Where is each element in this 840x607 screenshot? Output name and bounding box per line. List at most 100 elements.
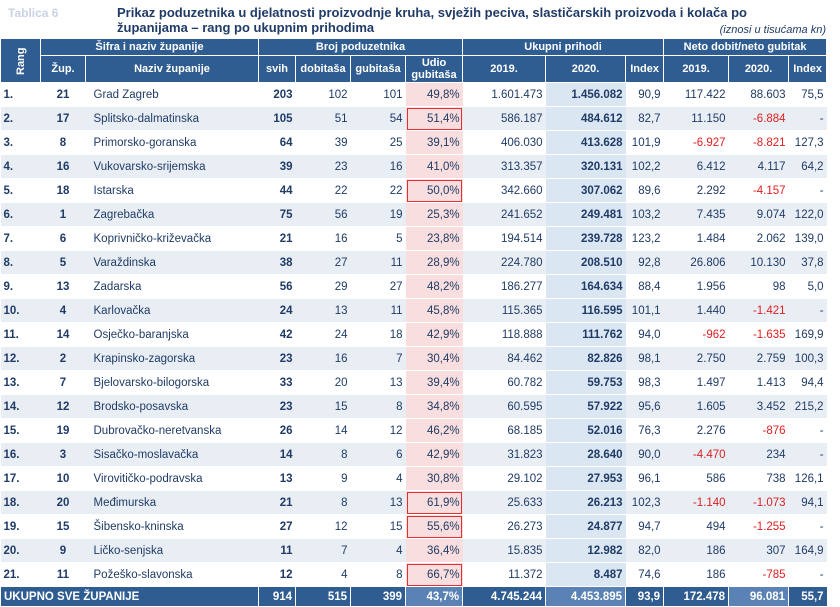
cell: 6 <box>350 442 406 467</box>
table-row: 4. 16 Vukovarsko-srijemska 39 23 16 41,0% 313.3… <box>0 154 827 179</box>
cell: 88.603 <box>728 82 789 107</box>
cell: 307 <box>728 538 789 563</box>
cell: 7 <box>295 538 351 563</box>
cell: 101 <box>350 82 406 107</box>
cell: 14. <box>0 394 41 419</box>
cell: Grad Zagreb <box>85 82 259 107</box>
cell: 39,1% <box>405 130 463 155</box>
table-row: 2. 17 Splitsko-dalmatinska 105 51 54 51,4% 586.… <box>0 106 827 131</box>
cell: 4. <box>0 154 41 179</box>
cell: 26.806 <box>663 250 729 275</box>
cell: Ličko-senjska <box>85 538 259 563</box>
cell: 60.595 <box>462 394 546 419</box>
cell: 194.514 <box>462 226 546 251</box>
cell: Brodsko-posavska <box>85 394 259 419</box>
cell: 48,2% <box>405 274 463 299</box>
cell: 94,7 <box>625 514 664 539</box>
total-cell: 399 <box>350 586 406 607</box>
cell: 28.640 <box>545 442 626 467</box>
cell: 82.826 <box>545 346 626 371</box>
table-row: 8. 5 Varaždinska 38 27 11 28,9% 224.780 208.510 9… <box>0 250 827 275</box>
cell: 8 <box>295 442 351 467</box>
cell: 3. <box>0 130 41 155</box>
cell: -4.157 <box>728 178 789 203</box>
total-cell: UKUPNO SVE ŽUPANIJE <box>0 586 259 607</box>
cell: 24.877 <box>545 514 626 539</box>
cell: 61,9% <box>405 490 463 515</box>
cell: 38 <box>258 250 296 275</box>
cell: 16 <box>350 154 406 179</box>
cell: Međimurska <box>85 490 259 515</box>
cell: 6 <box>40 226 86 251</box>
group-header: Ukupni prihodi <box>462 38 665 56</box>
cell: - <box>788 298 827 323</box>
cell: 21. <box>0 562 41 587</box>
cell: 55,6% <box>405 514 463 539</box>
cell: - <box>788 418 827 443</box>
cell: -962 <box>663 322 729 347</box>
cell: Bjelovarsko-bilogorska <box>85 370 259 395</box>
cell: 11.372 <box>462 562 546 587</box>
cell: 60.782 <box>462 370 546 395</box>
cell: 224.780 <box>462 250 546 275</box>
cell: 49,8% <box>405 82 463 107</box>
cell: 18 <box>350 322 406 347</box>
sub-header: 2020. <box>545 55 627 83</box>
total-cell: 43,7% <box>405 586 463 607</box>
sub-header: Žup. <box>40 55 86 83</box>
cell: 320.131 <box>545 154 626 179</box>
cell: 2.062 <box>728 226 789 251</box>
cell: 17 <box>40 106 86 131</box>
table-row: 19. 15 Šibensko-kninska 27 12 15 55,6% 26.273 24… <box>0 514 827 539</box>
cell: Sisačko-moslavačka <box>85 442 259 467</box>
cell: 5. <box>0 178 41 203</box>
table-row: 18. 20 Međimurska 21 8 13 61,9% 25.633 26.213 102… <box>0 490 827 515</box>
cell: -1.635 <box>728 322 789 347</box>
cell: 51 <box>295 106 351 131</box>
cell: 27 <box>295 250 351 275</box>
cell: -1.421 <box>728 298 789 323</box>
cell: 23 <box>295 154 351 179</box>
cell: 13. <box>0 370 41 395</box>
cell: 16 <box>40 154 86 179</box>
table-row: 20. 9 Ličko-senjska 11 7 4 36,4% 15.835 12.982 82… <box>0 538 827 563</box>
cell: 21 <box>40 82 86 107</box>
cell: 41,0% <box>405 154 463 179</box>
cell: 21 <box>258 226 296 251</box>
cell: - <box>788 562 827 587</box>
cell: 36,4% <box>405 538 463 563</box>
cell: 25,3% <box>405 202 463 227</box>
cell: 11. <box>0 322 41 347</box>
cell: -785 <box>728 562 789 587</box>
sub-header: Udio gubitaša <box>405 55 464 83</box>
cell: 186 <box>663 538 729 563</box>
cell: 586.187 <box>462 106 546 131</box>
cell: 84.462 <box>462 346 546 371</box>
cell: 11 <box>350 298 406 323</box>
total-cell: 93,9 <box>625 586 664 607</box>
cell: 8 <box>295 490 351 515</box>
total-cell: 4.453.895 <box>545 586 626 607</box>
sub-header: Naziv županije <box>84 55 260 83</box>
cell: Virovitičko-podravska <box>85 466 259 491</box>
table-tag: Tablica 6 <box>8 6 59 20</box>
cell: 105 <box>258 106 296 131</box>
cell: 4 <box>350 466 406 491</box>
cell: 89,6 <box>625 178 664 203</box>
cell: 208.510 <box>545 250 626 275</box>
table-row: 5. 18 Istarska 44 22 22 50,0% 342.660 307.062 89,… <box>0 178 827 203</box>
cell: 241.652 <box>462 202 546 227</box>
cell: 9. <box>0 274 41 299</box>
cell: 19. <box>0 514 41 539</box>
cell: 94,1 <box>788 490 827 515</box>
cell: 164.634 <box>545 274 626 299</box>
cell: -1.073 <box>728 490 789 515</box>
table-row: 21. 11 Požeško-slavonska 12 4 8 66,7% 11.372 8.4… <box>0 562 827 587</box>
cell: Osječko-baranjska <box>85 322 259 347</box>
sub-header: gubitaša <box>350 55 407 83</box>
cell: 27 <box>350 274 406 299</box>
cell: 3 <box>40 442 86 467</box>
cell: -876 <box>728 418 789 443</box>
cell: 88,4 <box>625 274 664 299</box>
cell: 2. <box>0 106 41 131</box>
